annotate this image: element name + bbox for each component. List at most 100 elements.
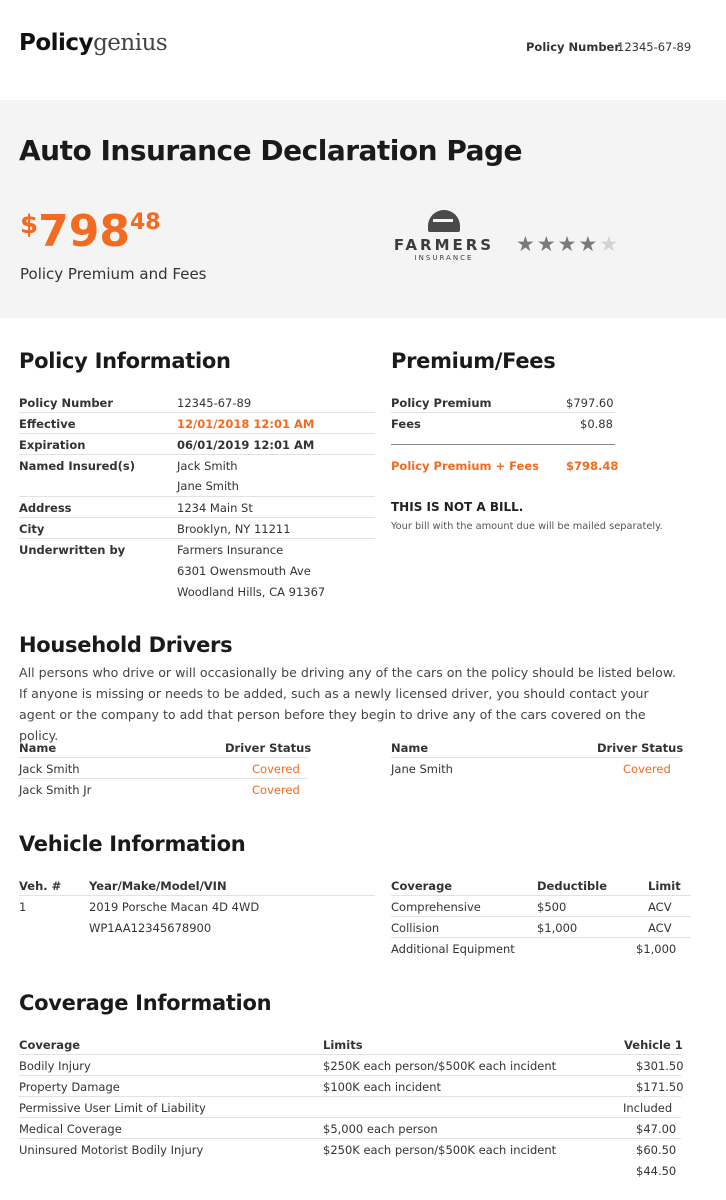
coverage-amount-extra: $44.50 <box>636 1164 677 1178</box>
divider <box>19 895 375 896</box>
farmers-dome-icon <box>427 210 461 234</box>
vehicle-coverage-deductible: $1,000 <box>537 921 578 935</box>
coverage-col-coverage: Coverage <box>19 1038 81 1052</box>
divider <box>19 1117 681 1118</box>
coverage-amount: Included <box>623 1101 673 1115</box>
price-currency: $ <box>20 210 39 240</box>
premium-fees-heading: Premium/Fees <box>391 349 556 373</box>
premium-total-display: $79848 <box>20 204 161 260</box>
coverage-name: Medical Coverage <box>19 1122 122 1136</box>
not-a-bill-subtext: Your bill with the amount due will be ma… <box>391 521 663 532</box>
coverage-amount: $171.50 <box>636 1080 684 1094</box>
divider <box>19 454 375 455</box>
policygenius-logo[interactable]: Policygenius <box>19 30 168 56</box>
coverage-name: Property Damage <box>19 1080 120 1094</box>
star-empty-icon: ★ <box>599 232 621 256</box>
vehicle-year-make-model: 2019 Porsche Macan 4D 4WD <box>89 900 260 914</box>
coverage-name: Bodily Injury <box>19 1059 91 1073</box>
header-policy-number-label: Policy Number <box>526 40 621 54</box>
total-premium-value: $798.48 <box>566 459 619 473</box>
divider <box>19 496 375 497</box>
vehicle-col-coverage: Coverage <box>391 879 453 893</box>
city-value: Brooklyn, NY 11211 <box>177 522 291 536</box>
policy-information-heading: Policy Information <box>19 349 231 373</box>
drivers-col-name: Name <box>19 741 57 755</box>
underwriter-street: 6301 Owensmouth Ave <box>177 564 311 578</box>
driver-name: Jack Smith Jr <box>19 783 92 797</box>
vehicle-col-limit: Limit <box>648 879 681 893</box>
coverage-amount: $60.50 <box>636 1143 677 1157</box>
divider <box>19 1075 681 1076</box>
not-a-bill-notice: THIS IS NOT A BILL. <box>391 500 524 514</box>
named-insured-label: Named Insured(s) <box>19 459 135 473</box>
vehicle-coverage-name: Collision <box>391 921 440 935</box>
driver-name: Jane Smith <box>391 762 453 776</box>
vehicle-coverage-deductible: $500 <box>537 900 567 914</box>
star-filled-icon: ★★★★ <box>516 232 600 256</box>
vehicle-coverage-name: Additional Equipment <box>391 942 515 956</box>
driver-status: Covered <box>252 762 300 776</box>
divider <box>19 517 375 518</box>
underwriter-name: Farmers Insurance <box>177 543 284 557</box>
divider <box>19 412 375 413</box>
vehicle-coverage-limit: $1,000 <box>636 942 677 956</box>
coverage-information-heading: Coverage Information <box>19 991 272 1015</box>
coverage-col-limits: Limits <box>323 1038 363 1052</box>
city-label: City <box>19 522 45 536</box>
page-title: Auto Insurance Declaration Page <box>19 134 523 167</box>
vehicle-coverage-limit: ACV <box>648 900 672 914</box>
policy-number-value: 12345-67-89 <box>177 396 252 410</box>
named-insured-2: Jane Smith <box>177 479 239 493</box>
fees-label: Fees <box>391 417 421 431</box>
coverage-amount: $47.00 <box>636 1122 677 1136</box>
policy-number-label: Policy Number <box>19 396 114 410</box>
vehicle-col-deductible: Deductible <box>537 879 607 893</box>
expiration-label: Expiration <box>19 438 86 452</box>
logo-bold-text: Policy <box>19 30 94 56</box>
vehicle-col-number: Veh. # <box>19 879 62 893</box>
address-label: Address <box>19 501 72 515</box>
drivers-col-name-right: Name <box>391 741 429 755</box>
divider <box>391 916 691 917</box>
divider <box>19 538 375 539</box>
divider <box>391 757 679 758</box>
divider <box>19 433 375 434</box>
policy-premium-value: $797.60 <box>566 396 614 410</box>
vehicle-vin: WP1AA12345678900 <box>89 921 212 935</box>
price-cents: 48 <box>129 210 161 235</box>
named-insured-1: Jack Smith <box>177 459 238 473</box>
effective-label: Effective <box>19 417 76 431</box>
top-bar: Policygenius Policy Number 12345-67-89 <box>0 0 726 100</box>
divider <box>391 895 691 896</box>
price-label: Policy Premium and Fees <box>20 265 207 283</box>
vehicle-coverage-limit: ACV <box>648 921 672 935</box>
divider <box>391 412 615 413</box>
coverage-amount: $301.50 <box>636 1059 684 1073</box>
farmers-logo: FARMERS INSURANCE <box>391 210 497 266</box>
carrier-rating-stars: ★★★★★ <box>516 232 620 256</box>
divider <box>19 1096 681 1097</box>
household-drivers-heading: Household Drivers <box>19 633 233 657</box>
fees-value: $0.88 <box>580 417 613 431</box>
coverage-name: Uninsured Motorist Bodily Injury <box>19 1143 204 1157</box>
vehicle-information-heading: Vehicle Information <box>19 832 246 856</box>
total-divider <box>391 444 615 445</box>
driver-status: Covered <box>252 783 300 797</box>
divider <box>391 937 691 938</box>
coverage-limit: $5,000 each person <box>323 1122 438 1136</box>
driver-status: Covered <box>623 762 671 776</box>
vehicle-col-ymm: Year/Make/Model/VIN <box>89 879 227 893</box>
drivers-intro-text: All persons who drive or will occasional… <box>19 665 677 743</box>
carrier-sub: INSURANCE <box>414 254 474 262</box>
vehicle-number: 1 <box>19 900 27 914</box>
drivers-col-status: Driver Status <box>225 741 312 755</box>
divider <box>19 778 307 779</box>
coverage-col-vehicle: Vehicle 1 <box>624 1038 683 1052</box>
underwriter-city: Woodland Hills, CA 91367 <box>177 585 326 599</box>
coverage-limit: $100K each incident <box>323 1080 442 1094</box>
header-policy-number-value: 12345-67-89 <box>617 40 692 54</box>
divider <box>19 757 307 758</box>
vehicle-coverage-name: Comprehensive <box>391 900 481 914</box>
expiration-value: 06/01/2019 12:01 AM <box>177 438 315 452</box>
coverage-limit: $250K each person/$500K each incident <box>323 1059 557 1073</box>
